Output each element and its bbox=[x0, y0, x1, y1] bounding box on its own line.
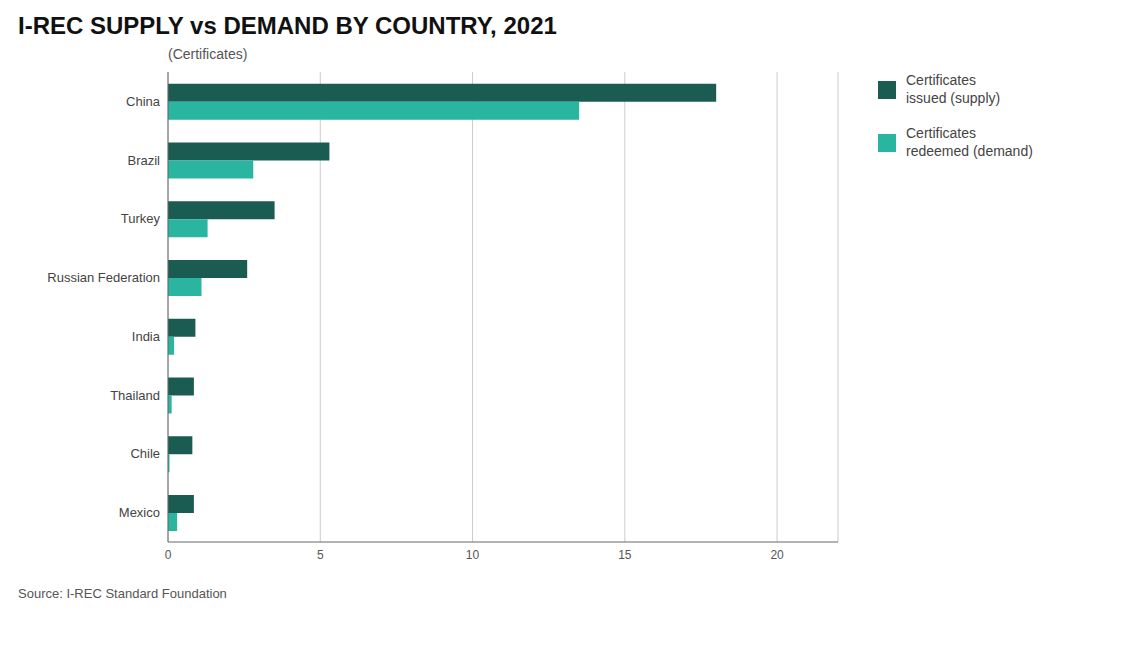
svg-text:Mexico: Mexico bbox=[119, 505, 160, 520]
svg-text:China: China bbox=[126, 94, 161, 109]
svg-text:20: 20 bbox=[770, 548, 784, 562]
html-text:(Certificates): (Certificates) bbox=[168, 46, 248, 62]
svg-text:Brazil: Brazil bbox=[127, 153, 160, 168]
html-text:Certificates issued (supply): Certificates issued (supply) bbox=[906, 72, 1001, 106]
svg-text:15: 15 bbox=[618, 548, 632, 562]
svg-text:0: 0 bbox=[165, 548, 172, 562]
html-text:I-REC SUPPLY vs DEMAND BY COUN: I-REC SUPPLY vs DEMAND BY COUNTRY, 2021 bbox=[18, 12, 557, 39]
svg-text:Russian Federation: Russian Federation bbox=[47, 270, 160, 285]
html-text:Source: I-REC Standard Foundat: Source: I-REC Standard Foundation bbox=[18, 586, 227, 601]
svg-text:Turkey: Turkey bbox=[121, 211, 161, 226]
svg-text:10: 10 bbox=[466, 548, 480, 562]
html-text:Certificates redeemed (demand): Certificates redeemed (demand) bbox=[906, 125, 1033, 159]
svg-text:Thailand: Thailand bbox=[110, 388, 160, 403]
svg-text:5: 5 bbox=[317, 548, 324, 562]
svg-text:Chile: Chile bbox=[130, 446, 160, 461]
svg-text:India: India bbox=[132, 329, 161, 344]
